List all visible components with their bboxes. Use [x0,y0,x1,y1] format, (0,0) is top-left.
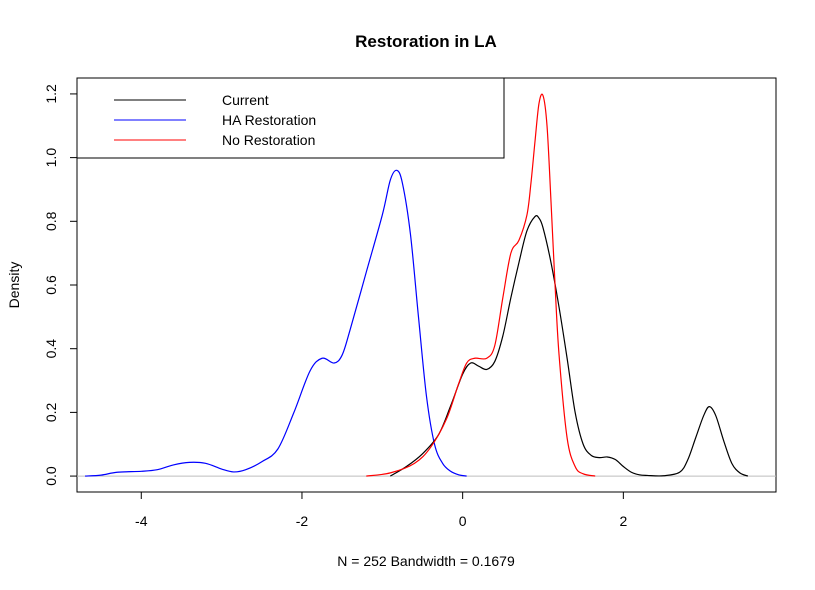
series-line-ha-restoration [84,169,467,477]
y-tick-label: 1.0 [43,148,59,168]
y-tick-label: 0.2 [43,402,59,422]
x-tick-label: -4 [135,513,148,529]
x-tick-label: 0 [459,513,467,529]
legend-label-ha-restoration: HA Restoration [222,112,316,128]
y-tick-label: 1.2 [43,84,59,104]
y-axis: 0.0 0.2 0.4 0.6 0.8 1.0 1.2 [43,84,78,486]
legend-label-current: Current [222,92,269,108]
x-axis: -4 -2 0 2 [135,491,627,529]
x-tick-label: -2 [296,513,309,529]
y-tick-label: 0.8 [43,211,59,231]
y-tick-label: 0.4 [43,339,59,359]
y-tick-label: 0.6 [43,275,59,295]
chart-title: Restoration in LA [355,32,497,51]
legend-label-no-restoration: No Restoration [222,132,315,148]
legend: Current HA Restoration No Restoration [76,77,505,159]
y-axis-label: Density [6,262,22,309]
legend-box [76,77,505,159]
series-line-no-restoration [366,93,596,477]
series-line-current [390,215,749,477]
x-tick-label: 2 [619,513,627,529]
series-layer [84,93,749,477]
y-tick-label: 0.0 [43,466,59,486]
x-axis-label: N = 252 Bandwidth = 0.1679 [337,553,515,569]
